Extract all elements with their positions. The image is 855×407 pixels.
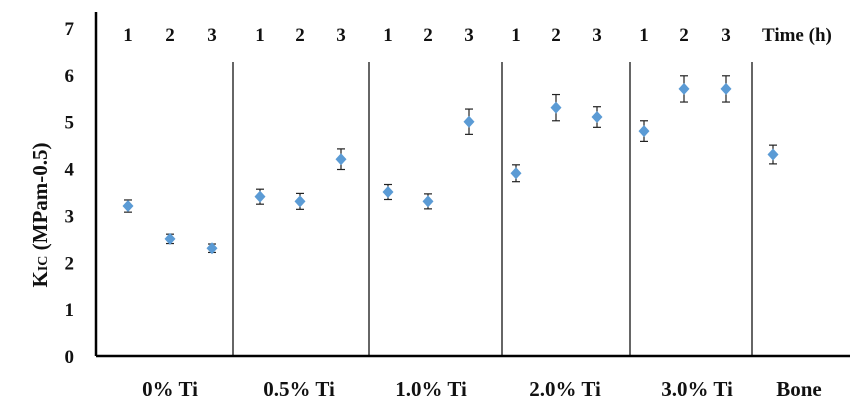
time-tick-label: 3	[207, 25, 217, 46]
diamond-marker	[550, 101, 562, 114]
y-axis-label-rest: (MPam-0.5)	[28, 142, 52, 255]
data-point	[422, 193, 434, 210]
data-point	[382, 183, 394, 201]
time-tick-label: 3	[592, 25, 602, 46]
time-tick-label: 1	[511, 25, 521, 46]
time-tick-label: 2	[423, 25, 433, 46]
time-tick-label: 2	[295, 25, 305, 46]
time-tick-label: 3	[336, 25, 346, 46]
group-labels: 0% Ti 0.5% Ti 1.0% Ti 2.0% Ti 3.0% Ti Bone	[142, 377, 822, 401]
time-tick-labels: 1 2 3 1 2 3 1 2 3 1 2 3 1 2 3	[123, 25, 731, 46]
time-tick-label: 3	[721, 25, 731, 46]
y-tick-label: 1	[65, 300, 75, 321]
data-point	[591, 106, 603, 128]
time-axis-label: Time (h)	[762, 25, 832, 46]
y-tick-label: 5	[65, 113, 75, 134]
data-point	[767, 144, 779, 165]
y-axis-label-main: K	[28, 271, 52, 288]
diamond-marker	[164, 232, 176, 245]
diamond-marker	[463, 115, 475, 128]
time-tick-label: 1	[255, 25, 265, 46]
group-label: 1.0% Ti	[395, 377, 467, 401]
time-tick-label: 3	[464, 25, 474, 46]
time-tick-label: 1	[123, 25, 133, 46]
y-tick-label: 2	[65, 253, 75, 274]
data-point	[678, 75, 690, 103]
diamond-marker	[591, 111, 603, 124]
data-point	[206, 242, 218, 255]
y-tick-label: 7	[65, 19, 75, 40]
y-tick-label: 0	[65, 347, 75, 368]
time-tick-label: 1	[383, 25, 393, 46]
diamond-marker	[510, 167, 522, 180]
diamond-marker	[638, 125, 650, 138]
data-point	[254, 188, 266, 205]
diamond-marker	[678, 82, 690, 95]
diamond-marker	[767, 148, 779, 161]
data-point	[294, 192, 306, 210]
y-tick-labels: 0 1 2 3 4 5 6 7	[65, 19, 75, 368]
time-tick-label: 1	[639, 25, 649, 46]
y-tick-label: 3	[65, 206, 75, 227]
data-point	[510, 164, 522, 183]
data-point	[335, 148, 347, 171]
group-label: Bone	[776, 377, 822, 401]
diamond-marker	[122, 200, 134, 213]
group-label: 0.5% Ti	[263, 377, 335, 401]
data-point	[463, 108, 475, 135]
diamond-marker	[335, 153, 347, 166]
axes	[94, 12, 850, 358]
data-point	[122, 199, 134, 213]
diamond-marker	[294, 195, 306, 208]
y-tick-label: 6	[65, 66, 75, 87]
group-label: 0% Ti	[142, 377, 198, 401]
y-tick-label: 4	[65, 160, 75, 181]
group-dividers	[232, 62, 753, 356]
diamond-marker	[382, 186, 394, 198]
diamond-marker	[720, 82, 732, 95]
diamond-marker	[206, 242, 218, 255]
data-point	[164, 232, 176, 245]
diamond-marker	[422, 195, 434, 208]
group-label: 2.0% Ti	[529, 377, 601, 401]
data-point	[720, 75, 732, 103]
time-tick-label: 2	[679, 25, 689, 46]
diamond-marker	[254, 190, 266, 203]
time-tick-label: 2	[551, 25, 561, 46]
y-axis-label: KIC (MPam-0.5)	[28, 142, 52, 287]
data-point	[638, 120, 650, 142]
time-tick-label: 2	[165, 25, 175, 46]
y-axis-label-subscript: IC	[36, 256, 51, 272]
data-point	[550, 93, 562, 122]
group-label: 3.0% Ti	[661, 377, 733, 401]
data-points	[122, 75, 779, 255]
